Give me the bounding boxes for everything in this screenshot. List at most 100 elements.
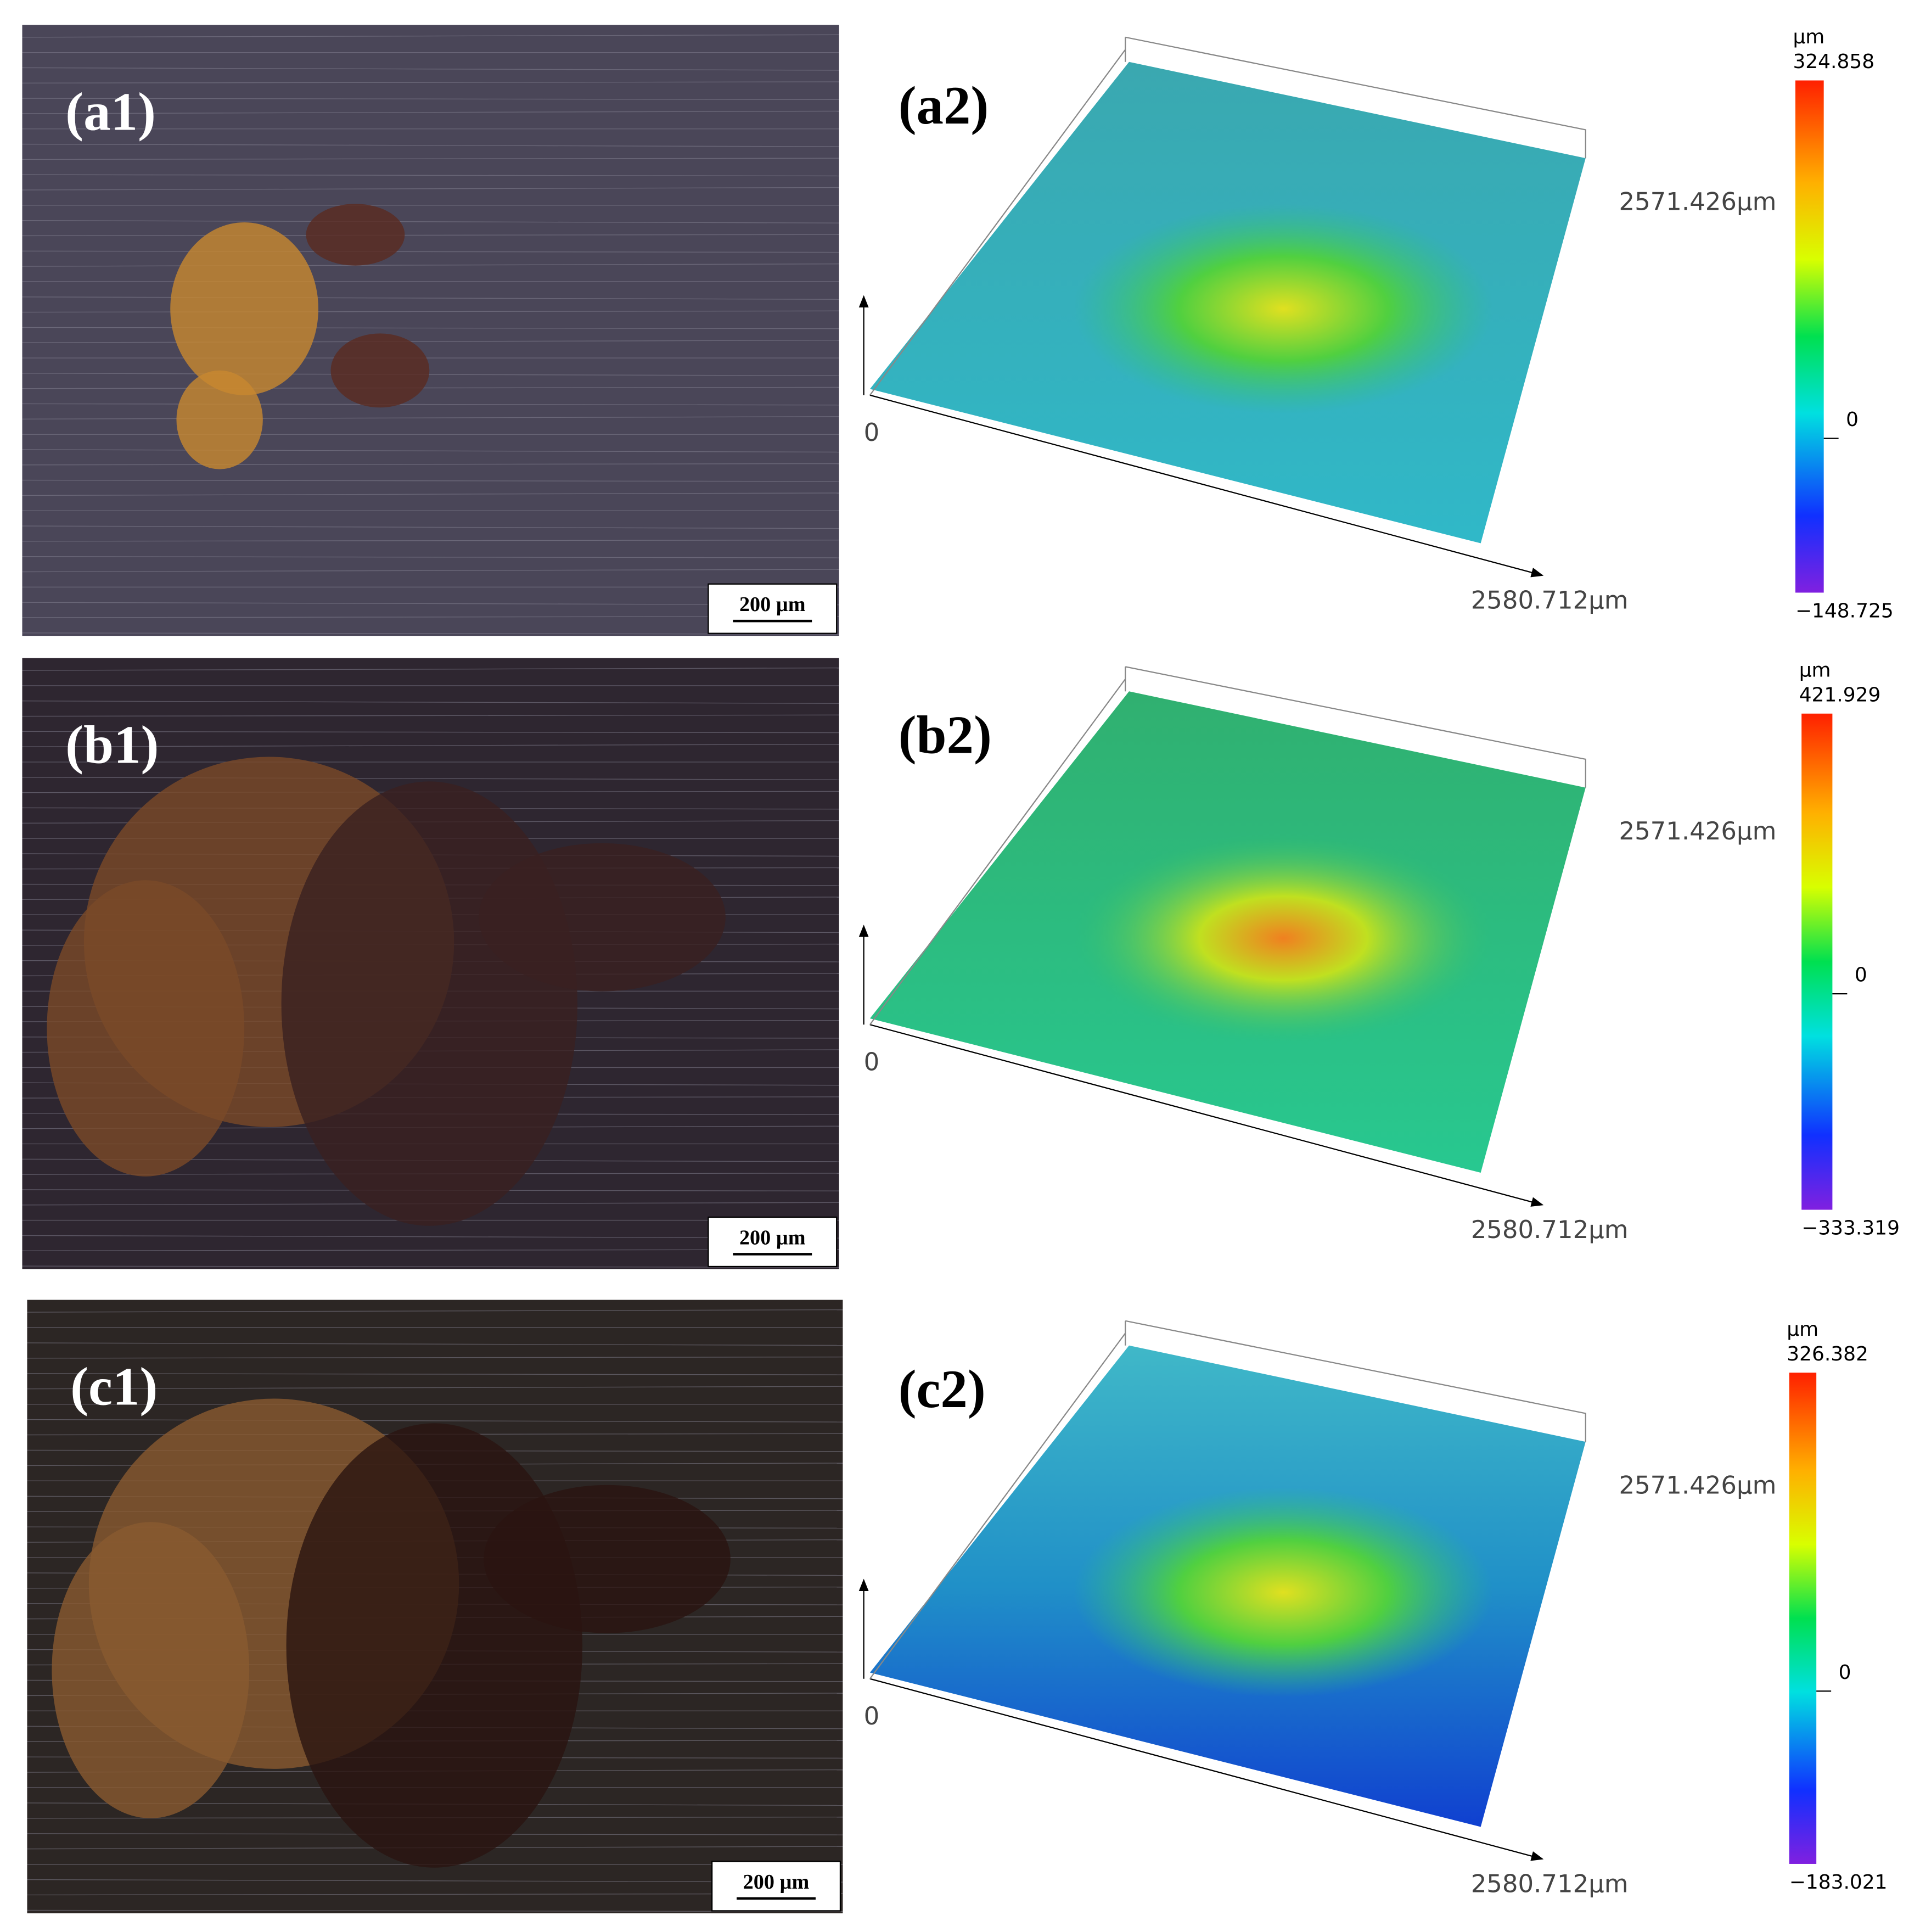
surface-peak [1073, 204, 1494, 414]
scratch [27, 1373, 843, 1375]
deposit [484, 1485, 731, 1633]
scratch [22, 110, 839, 114]
deposit [281, 781, 578, 1226]
x-extent-label: 2580.712µm [1471, 586, 1629, 615]
panel-label: (a1) [65, 82, 156, 142]
scratch [22, 556, 839, 558]
deposit [47, 880, 245, 1177]
colorbar-zero: 0 [1846, 408, 1859, 431]
colorbar [1801, 713, 1833, 1210]
scratch [27, 1909, 843, 1912]
scratch [22, 403, 839, 406]
colorbar [1795, 80, 1824, 593]
box-edge [869, 49, 1126, 396]
scratch [22, 701, 839, 704]
origin-label: 0 [864, 1047, 880, 1076]
panel-label: (b1) [65, 715, 159, 775]
scratch [22, 1249, 839, 1251]
scratch [22, 143, 839, 147]
deposit [170, 222, 319, 395]
scratch [22, 539, 839, 542]
scratch [22, 492, 839, 496]
scale-bar-box [711, 1861, 841, 1912]
scratch [22, 310, 839, 313]
scratch [22, 632, 839, 635]
box-edge [1125, 1320, 1586, 1442]
scratch [22, 327, 839, 329]
scratch [22, 296, 839, 300]
scratch [27, 1386, 843, 1390]
scale-bar-box [708, 583, 838, 634]
origin-label: 0 [864, 418, 880, 447]
scratch [22, 1235, 839, 1239]
y-extent-label: 2571.426µm [1619, 816, 1776, 845]
panel-label: (c2) [899, 1359, 986, 1419]
scratch [27, 1879, 843, 1883]
scratch [22, 187, 839, 191]
scratch [22, 714, 839, 717]
surface-peak [1073, 1487, 1494, 1698]
colorbar-zero: 0 [1839, 1661, 1851, 1684]
deposit [286, 1423, 583, 1868]
scratch [22, 174, 839, 177]
scale-bar-text: 200 µm [739, 593, 806, 616]
deposit [306, 204, 405, 266]
scale-bar-text: 200 µm [743, 1871, 810, 1894]
panel-label: (a2) [899, 76, 989, 136]
scratch [22, 449, 839, 453]
x-axis [869, 1024, 1544, 1207]
colorbar-unit: µm [1799, 659, 1831, 681]
scratch [22, 220, 839, 223]
colorbar-min: −333.319 [1801, 1217, 1900, 1239]
panel-label: (b2) [899, 705, 992, 765]
scratch [22, 744, 839, 747]
x-extent-label: 2580.712µm [1471, 1215, 1629, 1244]
scratch [22, 373, 839, 377]
y-extent-label: 2571.426µm [1619, 1471, 1776, 1500]
origin-label: 0 [864, 1701, 880, 1731]
scratch [22, 616, 839, 618]
scratch [22, 569, 839, 573]
box-edge [869, 1332, 1126, 1679]
box-edge [1125, 666, 1586, 788]
scratch [22, 1265, 839, 1268]
colorbar-max: 324.858 [1793, 51, 1874, 73]
scratch [22, 479, 839, 482]
colorbar-max: 326.382 [1787, 1343, 1868, 1365]
surface-peak [1073, 833, 1494, 1044]
colorbar-min: −183.021 [1789, 1871, 1888, 1894]
scratch [22, 416, 839, 419]
box-edge [869, 679, 1126, 1025]
box-edge [1125, 36, 1586, 159]
deposit [176, 370, 263, 469]
scratch [27, 1309, 843, 1313]
scratch [27, 1356, 843, 1359]
scratch [22, 387, 839, 389]
scratch [27, 1893, 843, 1896]
scratch [22, 525, 839, 529]
colorbar-max: 421.929 [1799, 684, 1881, 706]
scratch [22, 34, 839, 38]
panel-label: (c1) [70, 1357, 158, 1417]
deposit [330, 333, 430, 408]
scratch [22, 250, 839, 253]
colorbar [1789, 1373, 1817, 1864]
x-axis [869, 1678, 1544, 1861]
micrograph [22, 25, 839, 636]
scratch [22, 463, 839, 466]
colorbar-unit: µm [1793, 26, 1824, 48]
scratch [27, 1419, 843, 1423]
y-extent-label: 2571.426µm [1619, 187, 1776, 216]
scratch [22, 667, 839, 671]
colorbar-unit: µm [1787, 1318, 1818, 1341]
scratch [22, 81, 839, 83]
scratch [22, 98, 839, 100]
scratch [22, 67, 839, 71]
scratch [22, 158, 839, 160]
scratch [22, 340, 839, 343]
x-axis [869, 394, 1544, 578]
colorbar-min: −148.725 [1795, 600, 1894, 622]
deposit [52, 1522, 250, 1818]
